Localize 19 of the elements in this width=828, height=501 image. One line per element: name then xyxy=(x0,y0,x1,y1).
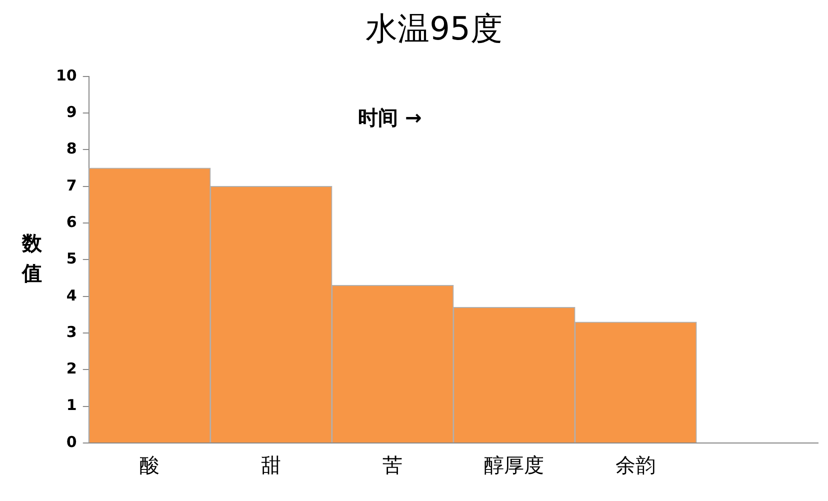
chart-title: 水温95度 xyxy=(366,10,502,48)
y-tick-label: 2 xyxy=(66,360,77,378)
y-axis-title: 数值 xyxy=(21,230,43,285)
y-tick-label: 8 xyxy=(66,140,77,158)
y-tick-label: 10 xyxy=(56,66,77,84)
annotation: 时间 → xyxy=(358,106,422,130)
y-tick-label: 5 xyxy=(66,250,77,268)
y-tick-label: 6 xyxy=(66,212,77,231)
y-tick-label: 3 xyxy=(66,322,77,341)
y-tick-label: 1 xyxy=(66,396,77,414)
x-tick-label: 醇厚度 xyxy=(484,453,544,478)
y-tick-label: 7 xyxy=(66,176,77,194)
y-tick-label: 4 xyxy=(66,286,77,304)
x-tick-label: 余韵 xyxy=(616,453,656,478)
x-tick-label: 苦 xyxy=(382,453,403,478)
y-tick-label: 9 xyxy=(66,102,77,121)
x-tick-label: 酸 xyxy=(140,453,160,478)
y-tick-label: 0 xyxy=(66,432,77,451)
x-tick-label: 甜 xyxy=(261,453,282,478)
